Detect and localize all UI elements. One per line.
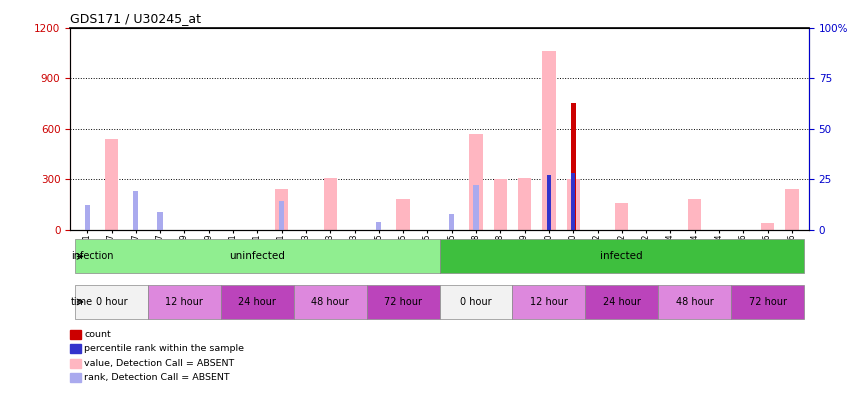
Bar bbox=[134, 191, 139, 230]
Text: GDS171 / U30245_at: GDS171 / U30245_at bbox=[70, 12, 201, 25]
Bar bbox=[85, 206, 90, 230]
Bar bbox=[294, 285, 366, 319]
Bar bbox=[473, 185, 479, 230]
Text: value, Detection Call = ABSENT: value, Detection Call = ABSENT bbox=[84, 359, 235, 368]
Text: infected: infected bbox=[601, 251, 643, 261]
Bar bbox=[615, 203, 628, 230]
Text: 48 hour: 48 hour bbox=[676, 297, 714, 307]
Bar bbox=[275, 189, 288, 230]
Text: 72 hour: 72 hour bbox=[384, 297, 422, 307]
Bar bbox=[586, 285, 658, 319]
Bar bbox=[70, 359, 80, 368]
Text: 24 hour: 24 hour bbox=[603, 297, 641, 307]
Text: 48 hour: 48 hour bbox=[312, 297, 349, 307]
Bar bbox=[547, 175, 550, 230]
Bar bbox=[221, 285, 294, 319]
Bar bbox=[70, 373, 80, 382]
Text: 24 hour: 24 hour bbox=[238, 297, 276, 307]
Bar bbox=[396, 199, 410, 230]
Bar bbox=[731, 285, 804, 319]
Text: 0 hour: 0 hour bbox=[461, 297, 492, 307]
Bar bbox=[439, 240, 804, 273]
Bar bbox=[494, 179, 507, 230]
Bar bbox=[761, 223, 775, 230]
Bar bbox=[449, 213, 455, 230]
Text: 12 hour: 12 hour bbox=[165, 297, 204, 307]
Text: uninfected: uninfected bbox=[229, 251, 285, 261]
Bar bbox=[469, 134, 483, 230]
Text: rank, Detection Call = ABSENT: rank, Detection Call = ABSENT bbox=[84, 373, 230, 382]
Bar bbox=[366, 285, 439, 319]
Text: 12 hour: 12 hour bbox=[530, 297, 568, 307]
Bar bbox=[518, 177, 532, 230]
Bar bbox=[571, 103, 576, 230]
Bar bbox=[513, 285, 586, 319]
Bar bbox=[324, 177, 337, 230]
Bar bbox=[104, 139, 118, 230]
Text: count: count bbox=[84, 330, 111, 339]
Text: 0 hour: 0 hour bbox=[96, 297, 128, 307]
Bar bbox=[279, 202, 284, 230]
Bar bbox=[158, 211, 163, 230]
Bar bbox=[542, 51, 556, 230]
Bar bbox=[658, 285, 731, 319]
Text: 72 hour: 72 hour bbox=[749, 297, 787, 307]
Bar bbox=[376, 222, 382, 230]
Bar bbox=[75, 240, 439, 273]
Text: percentile rank within the sample: percentile rank within the sample bbox=[84, 345, 244, 353]
Text: time: time bbox=[71, 297, 92, 307]
Bar bbox=[567, 179, 580, 230]
Bar bbox=[70, 345, 80, 354]
Bar bbox=[785, 189, 799, 230]
Bar bbox=[572, 173, 575, 230]
Bar bbox=[75, 285, 148, 319]
Bar bbox=[688, 199, 701, 230]
Text: infection: infection bbox=[71, 251, 113, 261]
Bar bbox=[148, 285, 221, 319]
Bar bbox=[70, 330, 80, 339]
Bar bbox=[439, 285, 513, 319]
